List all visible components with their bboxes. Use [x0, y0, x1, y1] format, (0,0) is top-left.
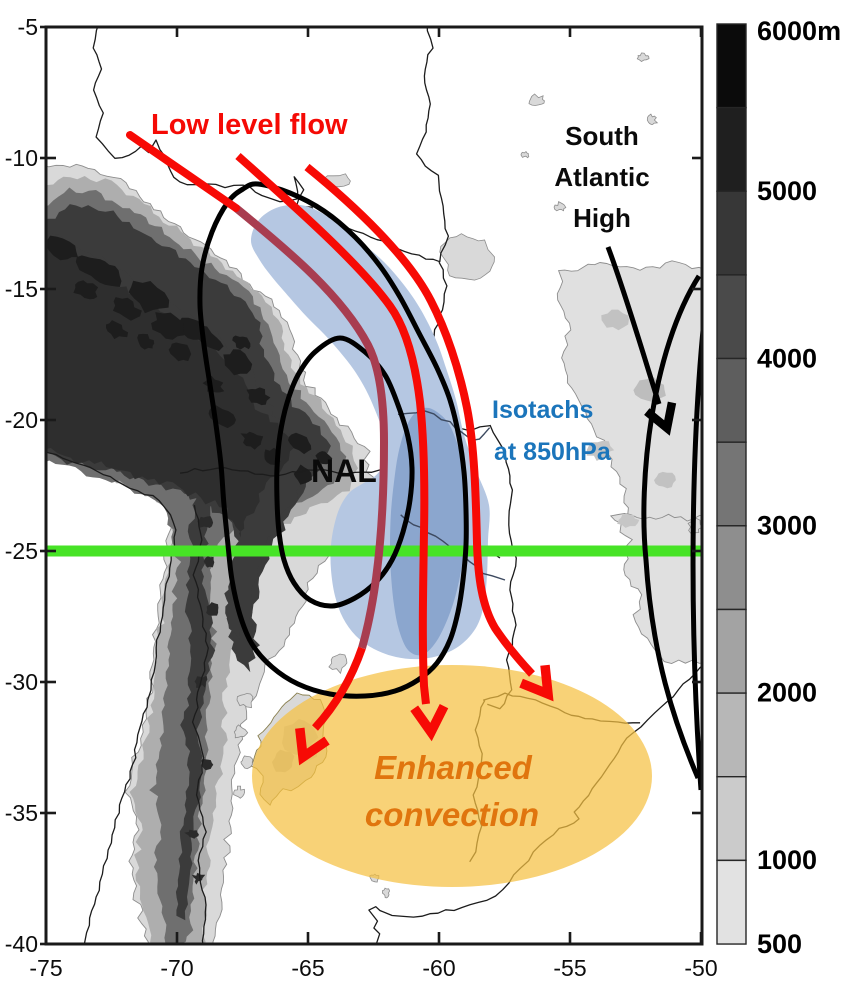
svg-text:6000m: 6000m — [757, 16, 841, 46]
svg-text:Enhanced: Enhanced — [374, 749, 533, 786]
svg-text:2000: 2000 — [757, 678, 817, 708]
svg-text:-20: -20 — [5, 407, 38, 433]
svg-text:-50: -50 — [684, 955, 717, 981]
svg-text:-10: -10 — [5, 145, 38, 171]
svg-text:-15: -15 — [5, 276, 38, 302]
svg-text:Low level flow: Low level flow — [151, 109, 348, 141]
svg-text:-40: -40 — [5, 931, 38, 957]
svg-text:-25: -25 — [5, 538, 38, 564]
svg-text:3000: 3000 — [757, 511, 817, 541]
svg-text:-5: -5 — [18, 14, 38, 40]
svg-text:1000: 1000 — [757, 845, 817, 875]
svg-text:convection: convection — [365, 796, 539, 833]
svg-text:-30: -30 — [5, 669, 38, 695]
svg-text:-70: -70 — [160, 955, 193, 981]
svg-text:-55: -55 — [553, 955, 586, 981]
svg-text:Isotachs: Isotachs — [492, 396, 593, 424]
svg-text:Atlantic: Atlantic — [554, 162, 649, 192]
svg-text:-60: -60 — [422, 955, 455, 981]
svg-text:at 850hPa: at 850hPa — [494, 438, 612, 466]
svg-text:NAL: NAL — [311, 453, 377, 489]
svg-text:500: 500 — [757, 929, 802, 959]
svg-text:4000: 4000 — [757, 343, 817, 373]
svg-text:High: High — [573, 203, 631, 233]
svg-text:-35: -35 — [5, 800, 38, 826]
svg-text:-75: -75 — [29, 955, 62, 981]
svg-text:-65: -65 — [291, 955, 324, 981]
svg-text:5000: 5000 — [757, 176, 817, 206]
svg-text:South: South — [565, 121, 639, 151]
